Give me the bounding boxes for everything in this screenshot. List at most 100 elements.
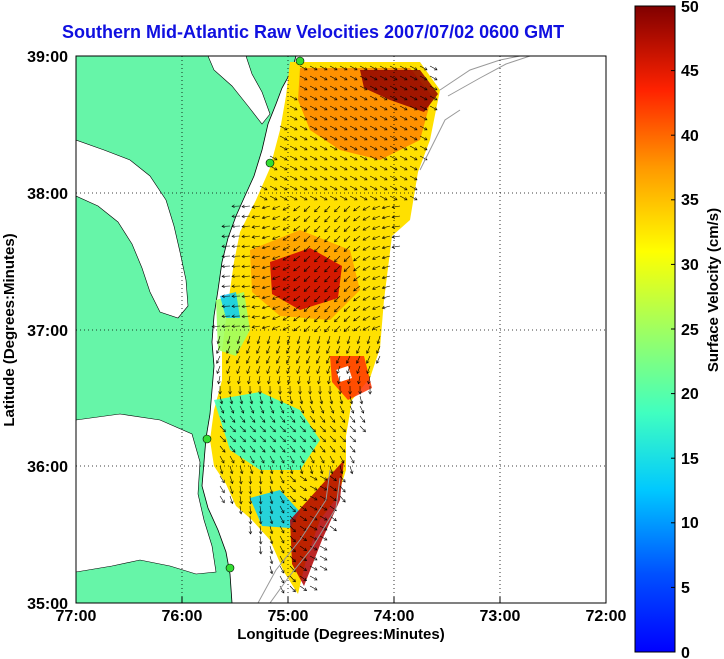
velocity-arrow xyxy=(339,445,346,453)
velocity-arrow xyxy=(289,575,296,583)
plot-title: Southern Mid-Atlantic Raw Velocities 200… xyxy=(62,22,565,42)
velocity-arrow xyxy=(339,195,348,201)
velocity-arrow xyxy=(317,335,321,344)
x-tick-label: 74:00 xyxy=(374,608,415,625)
velocity-arrow xyxy=(409,175,418,181)
velocity-arrow xyxy=(324,295,331,303)
velocity-arrow xyxy=(299,125,308,131)
velocity-arrowhead xyxy=(281,570,285,574)
velocity-arrowhead xyxy=(337,380,341,385)
velocity-arrow xyxy=(269,185,278,191)
velocity-arrowhead xyxy=(221,314,225,319)
velocity-arrow xyxy=(252,215,261,218)
velocity-arrow xyxy=(314,205,321,213)
velocity-arrowhead xyxy=(304,147,308,151)
velocity-arrowhead xyxy=(334,157,338,161)
velocity-arrow xyxy=(299,115,308,121)
velocity-arrow xyxy=(303,255,311,262)
velocity-arrow xyxy=(419,145,428,151)
velocity-arrow xyxy=(279,465,283,474)
velocity-arrowhead xyxy=(414,157,418,161)
velocity-arrow xyxy=(309,185,318,191)
velocity-arrow xyxy=(279,155,288,161)
velocity-arrowhead xyxy=(291,459,295,464)
velocity-arrowhead xyxy=(344,147,348,151)
colorbar-title: Surface Velocity (cm/s) xyxy=(705,208,722,372)
velocity-arrowhead xyxy=(341,419,346,423)
velocity-arrowhead xyxy=(231,419,236,423)
velocity-arrowhead xyxy=(404,137,408,141)
bathymetry-contours xyxy=(257,56,531,603)
velocity-arrowhead xyxy=(281,510,285,514)
velocity-arrowhead xyxy=(230,410,235,414)
velocity-arrowhead xyxy=(252,438,256,443)
velocity-arrowhead xyxy=(219,470,224,475)
velocity-arrow xyxy=(272,275,281,280)
velocity-arrowhead xyxy=(272,276,276,280)
velocity-arrow xyxy=(314,275,321,283)
velocity-arrowhead xyxy=(304,77,308,81)
velocity-arrow xyxy=(309,455,315,464)
velocity-arrow xyxy=(329,175,338,181)
velocity-arrowhead xyxy=(316,350,320,354)
velocity-arrowhead xyxy=(272,428,276,433)
velocity-arrow xyxy=(349,395,353,404)
velocity-arrow xyxy=(379,165,388,171)
velocity-arrow xyxy=(262,295,271,299)
velocity-arrowhead xyxy=(342,489,346,493)
velocity-arrowhead xyxy=(338,391,342,395)
velocity-arrow xyxy=(309,545,318,551)
velocity-arrow xyxy=(279,165,288,171)
velocity-arrow xyxy=(382,245,391,249)
y-tick-label: 39:00 xyxy=(27,49,68,66)
velocity-arrowhead xyxy=(251,215,256,219)
velocity-arrow xyxy=(324,285,331,293)
velocity-arrowhead xyxy=(257,380,261,385)
velocity-arrowhead xyxy=(322,449,326,453)
velocity-arrowhead xyxy=(394,167,398,171)
velocity-arrowhead xyxy=(304,97,308,101)
velocity-arrowhead xyxy=(404,157,408,161)
velocity-arrowhead xyxy=(251,315,256,319)
velocity-arrowhead xyxy=(343,288,348,292)
velocity-arrowhead xyxy=(289,470,294,475)
velocity-arrowhead xyxy=(313,477,318,481)
velocity-arrowhead xyxy=(269,560,274,565)
velocity-arrow xyxy=(343,205,351,212)
velocity-arrow xyxy=(319,445,326,453)
velocity-arrow xyxy=(306,365,311,374)
velocity-arrow xyxy=(268,375,271,384)
velocity-arrowhead xyxy=(342,499,346,503)
velocity-arrowhead xyxy=(319,400,324,405)
velocity-arrowhead xyxy=(342,449,346,453)
velocity-arrow xyxy=(343,215,351,222)
velocity-arrow xyxy=(334,275,341,283)
velocity-arrowhead xyxy=(354,137,358,141)
velocity-arrowhead xyxy=(251,325,256,329)
velocity-arrowhead xyxy=(414,87,418,91)
velocity-arrow xyxy=(279,525,285,534)
velocity-arrowhead xyxy=(231,274,235,279)
velocity-arrow xyxy=(329,145,338,151)
velocity-arrowhead xyxy=(323,537,328,541)
velocity-arrow xyxy=(282,275,291,281)
velocity-arrowhead xyxy=(384,167,388,171)
velocity-arrow xyxy=(279,195,288,201)
velocity-arrowhead xyxy=(323,567,328,571)
velocity-arrow xyxy=(252,305,261,308)
velocity-arrow xyxy=(269,455,275,464)
velocity-arrowhead xyxy=(247,380,251,385)
velocity-arrow xyxy=(339,175,348,181)
velocity-arrow xyxy=(239,435,246,442)
velocity-arrowhead xyxy=(353,307,357,312)
velocity-arrowhead xyxy=(282,217,287,221)
velocity-arrowhead xyxy=(324,87,328,91)
velocity-arrowhead xyxy=(343,328,348,332)
velocity-arrowhead xyxy=(248,531,253,535)
velocity-arrowhead xyxy=(324,157,328,161)
velocity-arrowhead xyxy=(292,488,296,493)
velocity-arrow xyxy=(239,395,243,404)
velocity-arrowhead xyxy=(414,97,418,101)
velocity-arrow xyxy=(309,165,318,171)
velocity-arrow xyxy=(259,455,265,464)
